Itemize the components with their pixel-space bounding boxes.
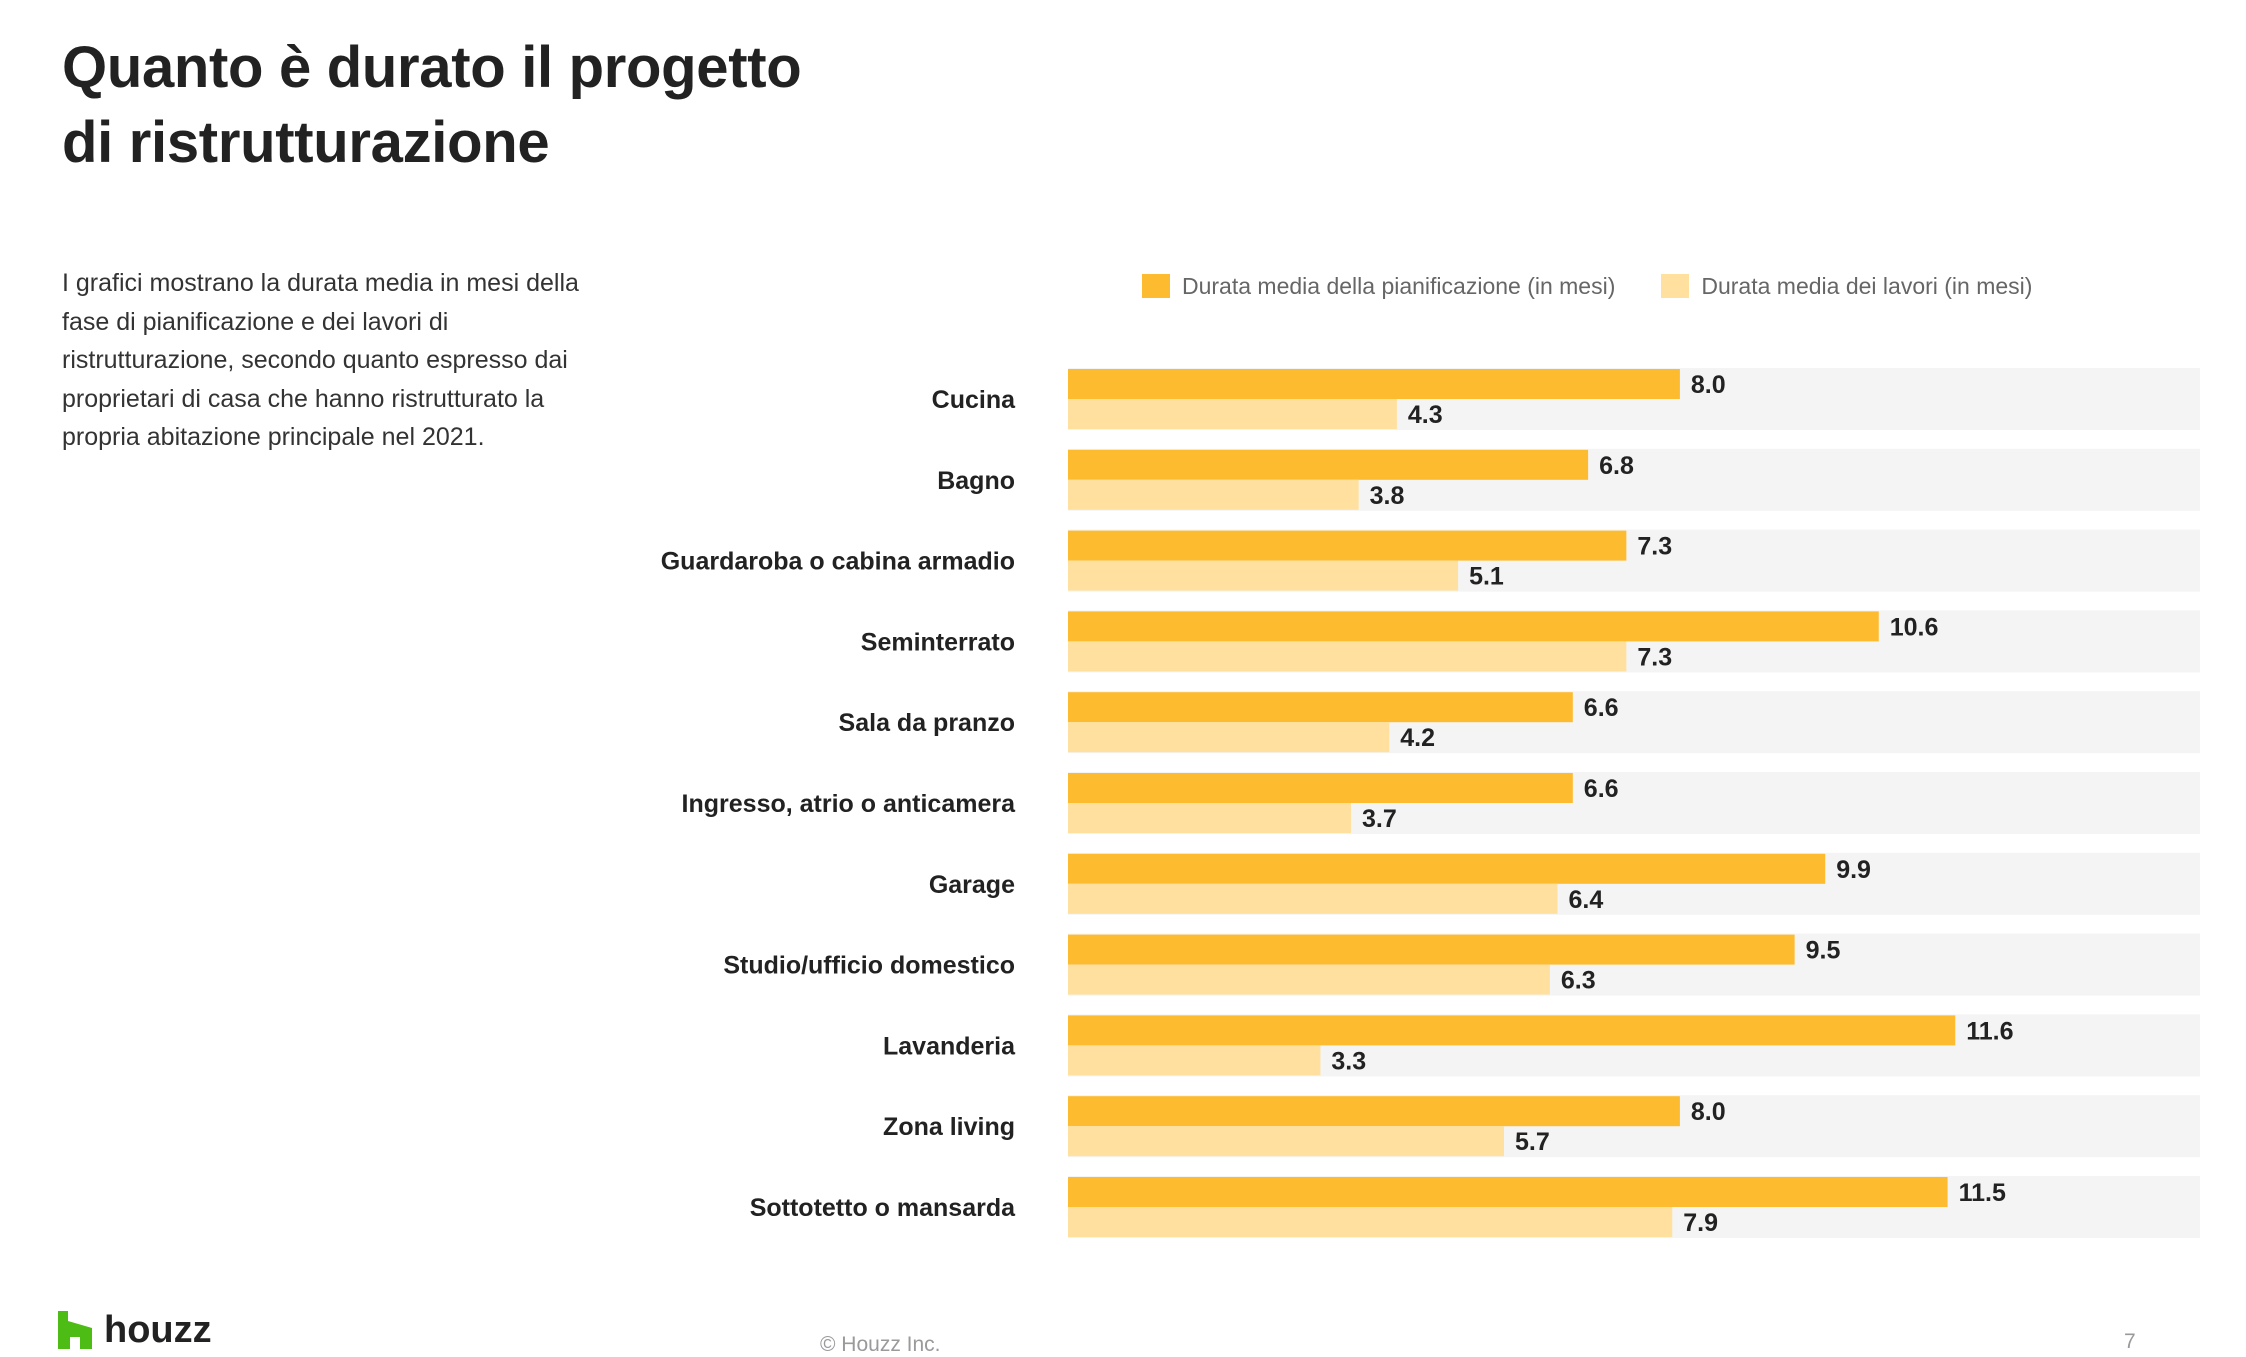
chart-legend: Durata media della pianificazione (in me… [1142,268,2078,304]
bar-planning [1068,449,1589,480]
bar-planning [1068,369,1680,399]
bar-works [1068,1045,1321,1076]
value-label-planning: 8.0 [1691,371,1726,399]
value-label-planning: 10.6 [1890,613,1939,641]
copyright-notice: © Houzz Inc. [820,1333,941,1356]
description-line-4: proprietari di casa che hanno ristruttur… [62,384,545,413]
bar-works [1068,964,1550,995]
value-label-works: 3.7 [1362,805,1397,833]
value-label-planning: 9.9 [1836,856,1871,884]
value-label-planning: 11.6 [1966,1017,2013,1045]
bar-works [1068,803,1351,833]
value-label-planning: 7.3 [1637,533,1672,561]
page-title-line-2: di ristrutturazione [62,110,550,175]
category-label: Studio/ufficio domestico [723,952,1015,980]
bar-works [1068,883,1558,914]
value-label-works: 4.3 [1408,401,1443,429]
legend-item-planning: Durata media della pianificazione (in me… [1142,273,1615,300]
value-label-works: 7.3 [1637,643,1672,671]
bar-works [1068,560,1459,591]
value-label-planning: 8.0 [1691,1098,1726,1126]
bar-works [1068,399,1397,429]
page-number: 7 [2124,1330,2136,1353]
legend-swatch-planning [1142,274,1170,298]
category-label: Ingresso, atrio o anticamera [682,790,1017,818]
bar-planning [1068,1096,1680,1127]
value-label-works: 6.3 [1561,967,1596,995]
chart-description: I grafici mostrano la durata media in me… [62,264,642,457]
description-line-2: fase di pianificazione e dei lavori di [62,307,449,336]
value-label-planning: 11.5 [1959,1179,2006,1207]
value-label-planning: 6.8 [1599,452,1634,480]
category-label: Garage [929,871,1015,899]
legend-swatch-works [1661,274,1690,298]
houzz-logo-icon [58,1311,92,1349]
value-label-works: 4.2 [1400,724,1435,752]
value-label-works: 5.7 [1515,1128,1550,1156]
legend-item-works: Durata media dei lavori (in mesi) [1661,273,2032,300]
category-label: Sala da pranzo [839,709,1015,737]
bar-planning [1068,773,1573,803]
description-line-3: ristrutturazione, secondo quanto espress… [62,346,568,374]
description-line-5: propria abitazione principale nel 2021. [62,423,485,451]
description-line-1: I grafici mostrano la durata media in me… [62,269,579,297]
bar-planning [1068,934,1795,965]
legend-label-planning: Durata media della pianificazione (in me… [1182,272,1616,299]
category-label: Cucina [932,386,1016,414]
category-label: Seminterrato [861,628,1015,656]
value-label-works: 6.4 [1569,886,1604,914]
houzz-logo-text: houzz [104,1309,212,1351]
bar-works [1068,479,1359,510]
category-label: Zona living [883,1113,1015,1141]
bar-works [1068,1207,1673,1237]
page-title: Quanto è durato il progetto di ristruttu… [62,30,962,180]
bar-works [1068,641,1627,672]
bar-planning [1068,692,1573,723]
value-label-planning: 6.6 [1584,694,1619,722]
bar-works [1068,722,1390,753]
bar-planning [1068,853,1826,884]
category-label: Bagno [937,467,1015,495]
bar-works [1068,1126,1504,1157]
category-label: Lavanderia [883,1032,1016,1060]
value-label-planning: 6.6 [1584,775,1619,803]
category-label: Sottotetto o mansarda [750,1194,1016,1222]
bar-planning [1068,611,1879,642]
bar-planning [1068,530,1627,561]
value-label-works: 3.3 [1331,1047,1366,1075]
value-label-works: 5.1 [1469,563,1504,591]
legend-label-works: Durata media dei lavori (in mesi) [1701,272,2033,299]
bar-planning [1068,1177,1948,1207]
value-label-planning: 9.5 [1806,937,1841,965]
bar-planning [1068,1015,1956,1046]
page-title-line-1: Quanto è durato il progetto [62,35,802,100]
value-label-works: 3.8 [1370,482,1405,510]
category-label: Guardaroba o cabina armadio [661,548,1015,576]
value-label-works: 7.9 [1683,1209,1718,1237]
houzz-logo: houzz [58,1310,212,1350]
